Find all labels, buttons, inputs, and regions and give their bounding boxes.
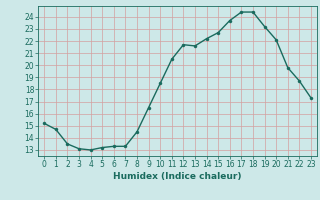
X-axis label: Humidex (Indice chaleur): Humidex (Indice chaleur) (113, 172, 242, 181)
